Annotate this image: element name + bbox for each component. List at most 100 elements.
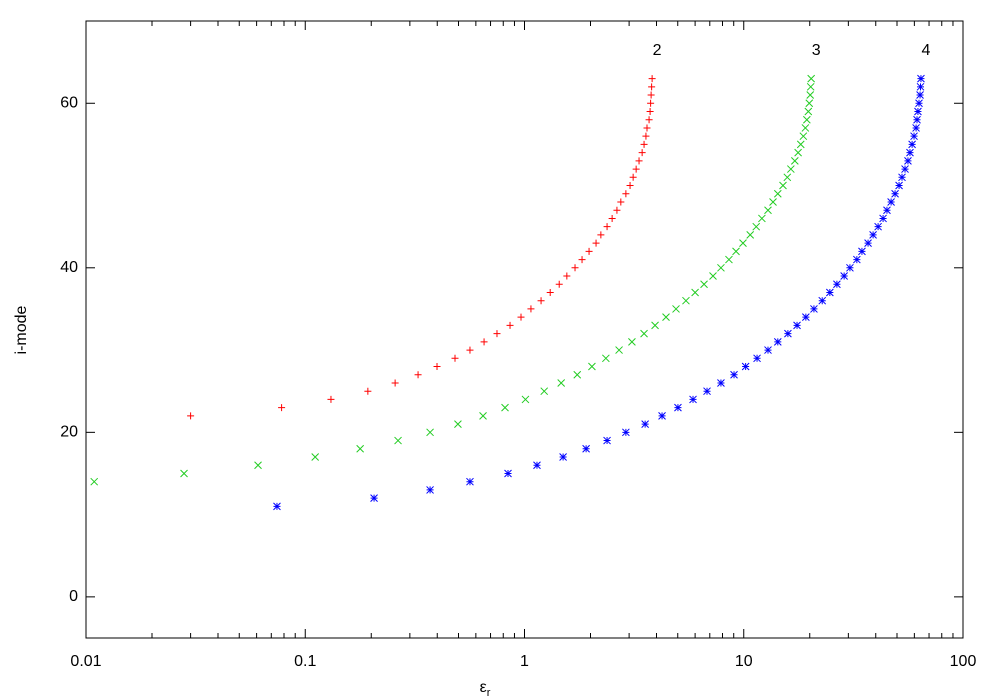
point: [501, 403, 509, 412]
point: [597, 231, 605, 239]
point: [641, 420, 649, 428]
y-tick-label: 60: [60, 94, 78, 111]
point: [433, 363, 441, 371]
point: [426, 486, 434, 494]
point: [466, 477, 474, 486]
point: [391, 379, 399, 387]
point: [703, 387, 711, 396]
point: [806, 82, 815, 91]
point: [645, 116, 653, 124]
point: [533, 461, 541, 470]
point: [517, 313, 525, 321]
point: [414, 371, 422, 379]
point: [254, 461, 262, 470]
point: [622, 428, 630, 437]
point: [629, 173, 637, 181]
point: [840, 272, 848, 280]
series-label: 4: [921, 42, 930, 59]
point: [912, 124, 920, 132]
point: [643, 124, 651, 132]
point: [864, 239, 872, 247]
point: [602, 354, 610, 363]
point: [787, 165, 795, 173]
point: [537, 297, 545, 305]
x-tick-label: 10: [735, 653, 753, 670]
point: [479, 412, 487, 420]
point: [632, 165, 640, 173]
point: [752, 222, 761, 231]
point: [793, 321, 801, 330]
point: [642, 132, 650, 140]
point: [559, 453, 567, 461]
point: [691, 288, 699, 297]
x-tick-label: 1: [520, 653, 529, 670]
point: [90, 477, 99, 486]
point: [874, 222, 882, 231]
point: [784, 329, 792, 338]
point: [913, 115, 921, 124]
point: [794, 148, 802, 157]
point: [917, 74, 925, 83]
point: [555, 280, 563, 288]
point: [563, 272, 571, 280]
point: [640, 329, 648, 338]
point: [802, 313, 810, 322]
point: [915, 99, 923, 108]
point: [753, 354, 761, 363]
point: [730, 370, 738, 379]
point: [910, 132, 918, 141]
point: [741, 362, 750, 371]
point: [853, 255, 861, 264]
point: [904, 156, 912, 165]
point: [810, 305, 818, 313]
point: [709, 272, 717, 280]
point: [717, 379, 725, 387]
y-tick-label: 40: [60, 259, 78, 276]
point: [764, 206, 772, 215]
point: [521, 395, 530, 404]
point: [801, 124, 810, 132]
point: [571, 264, 579, 272]
series-label: 3: [812, 42, 821, 59]
point: [187, 412, 195, 420]
point: [916, 82, 925, 91]
point: [887, 198, 895, 206]
point: [504, 469, 512, 478]
point: [311, 453, 320, 461]
point: [592, 239, 600, 247]
point: [779, 181, 787, 190]
point: [608, 214, 616, 222]
point: [585, 247, 593, 255]
point: [883, 206, 891, 215]
point: [603, 223, 611, 231]
x-tick-label: 0.1: [294, 653, 316, 670]
point: [603, 436, 611, 445]
point: [732, 247, 740, 256]
point: [783, 173, 792, 182]
point: [658, 412, 666, 420]
point: [640, 140, 648, 148]
point: [906, 148, 914, 157]
point: [901, 165, 909, 173]
point: [790, 156, 799, 165]
x-axis-label-sub: r: [487, 687, 491, 698]
point: [818, 296, 827, 305]
point: [180, 469, 188, 478]
point: [764, 346, 772, 354]
point: [615, 346, 623, 354]
point: [451, 354, 459, 362]
point: [578, 256, 586, 264]
point: [613, 206, 621, 214]
point: [454, 420, 462, 428]
point: [628, 337, 636, 346]
point: [869, 231, 877, 239]
point: [846, 263, 854, 272]
point: [796, 140, 805, 149]
point: [805, 99, 814, 108]
point: [466, 346, 474, 354]
point: [908, 140, 916, 149]
point: [647, 99, 655, 107]
point: [573, 370, 582, 379]
point: [773, 189, 782, 198]
